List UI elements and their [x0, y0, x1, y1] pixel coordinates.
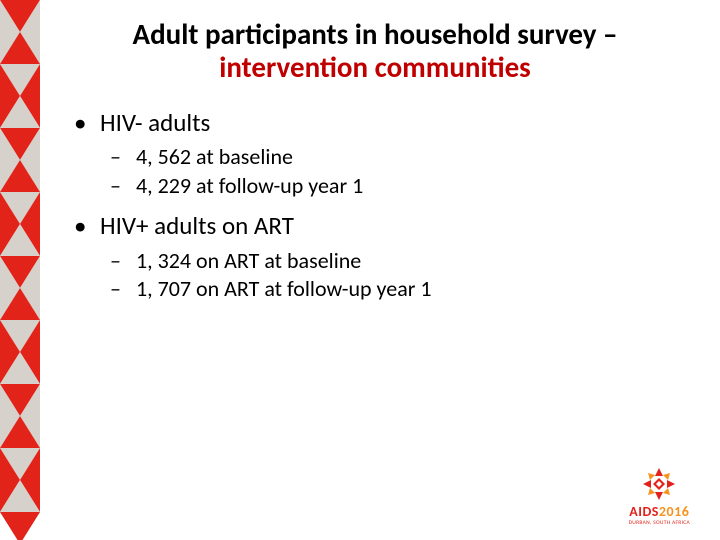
bullet-lvl1: HIV- adults	[74, 107, 690, 140]
logo-aids-text: AIDS	[629, 503, 659, 520]
bullet-lvl2: 1, 324 on ART at baseline	[110, 247, 690, 276]
left-triangle-strip	[0, 0, 40, 540]
logo-text: AIDS2016	[629, 505, 690, 519]
logo-year-text: 2016	[659, 503, 689, 520]
logo-subtitle: DURBAN, SOUTH AFRICA	[629, 520, 690, 526]
slide-title: Adult participants in household survey –…	[60, 18, 690, 85]
bullet-group-1: HIV+ adults on ART 1, 324 on ART at base…	[74, 210, 690, 304]
title-line-2: intervention communities	[219, 49, 530, 85]
aids2016-logo: AIDS2016 DURBAN, SOUTH AFRICA	[629, 465, 690, 526]
bullet-lvl2: 4, 562 at baseline	[110, 143, 690, 172]
bullet-lvl1: HIV+ adults on ART	[74, 210, 690, 243]
bullet-group-0: HIV- adults 4, 562 at baseline 4, 229 at…	[74, 107, 690, 201]
bullet-lvl2: 4, 229 at follow-up year 1	[110, 172, 690, 201]
bullet-list: HIV- adults 4, 562 at baseline 4, 229 at…	[74, 107, 690, 304]
logo-mark-icon	[640, 465, 678, 503]
title-line-1: Adult participants in household survey –	[133, 16, 618, 52]
slide-content: Adult participants in household survey –…	[60, 18, 690, 314]
bullet-lvl2: 1, 707 on ART at follow-up year 1	[110, 275, 690, 304]
